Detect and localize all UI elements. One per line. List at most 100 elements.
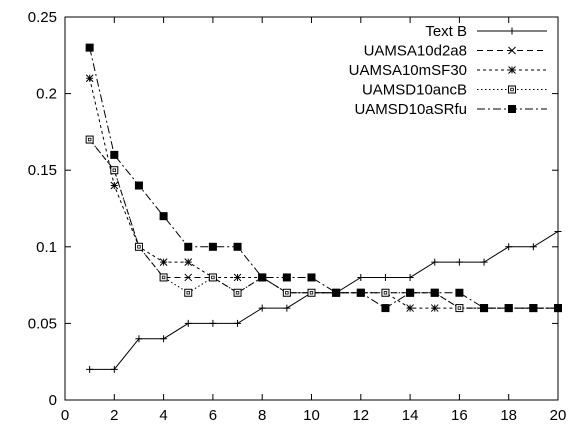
- open-square-marker: [134, 242, 143, 251]
- open-square-marker: [282, 288, 291, 297]
- series-line: [89, 231, 559, 370]
- legend-label: UAMSD10ancB: [362, 82, 467, 99]
- x-tick-label: 12: [352, 407, 369, 424]
- plot-frame: [64, 16, 559, 401]
- filled-square-marker: [480, 304, 489, 313]
- legend: Text B UAMSA10d2a8 UAMSA10mSF30 UAMSD10ancB…: [349, 23, 547, 118]
- filled-square-marker: [554, 304, 562, 313]
- plus-marker: [209, 319, 217, 327]
- legend-label: UAMSD10aSRfu: [354, 101, 467, 118]
- filled-square-marker: [504, 304, 513, 313]
- legend-label: Text B: [425, 23, 467, 40]
- plus-marker: [283, 304, 291, 312]
- open-square-marker: [233, 288, 242, 297]
- filled-square-marker: [455, 288, 464, 297]
- series-UAMSD10aSRfu: [85, 43, 562, 313]
- filled-square-marker: [282, 273, 291, 282]
- plus-marker: [234, 319, 242, 327]
- cross-marker: [184, 273, 193, 282]
- filled-square-marker: [430, 288, 439, 297]
- legend-item: Text B: [425, 23, 547, 40]
- plus-marker: [160, 335, 168, 343]
- plus-marker: [554, 227, 562, 235]
- plus-marker: [184, 319, 192, 327]
- filled-square-marker: [381, 304, 390, 313]
- x-tick-label: 18: [500, 407, 517, 424]
- x-tick-label: 8: [258, 407, 266, 424]
- x-tick-label: 20: [550, 407, 567, 424]
- axis-ticks: 0 2 4 6 8 10 12 14 16 18 20 0 0.05 0.1 0.15 0.2 0.25: [28, 9, 567, 424]
- filled-square-marker: [508, 105, 516, 113]
- filled-square-marker: [110, 150, 119, 159]
- open-square-marker: [159, 273, 168, 282]
- star-marker: [430, 304, 439, 312]
- filled-square-marker: [529, 304, 538, 313]
- filled-square-marker: [184, 242, 193, 251]
- plus-marker: [505, 243, 513, 251]
- plus-marker: [357, 273, 365, 281]
- y-tick-label: 0.2: [36, 86, 57, 103]
- open-square-marker: [85, 135, 94, 144]
- x-tick-label: 0: [61, 407, 69, 424]
- series-Text B: [86, 227, 562, 373]
- plus-marker: [110, 365, 118, 373]
- plus-marker: [381, 273, 389, 281]
- open-square-marker: [110, 166, 119, 175]
- plus-marker: [480, 258, 488, 266]
- series-line: [89, 139, 558, 309]
- legend-label: UAMSA10mSF30: [349, 62, 467, 79]
- filled-square-marker: [307, 273, 316, 282]
- open-square-marker: [307, 288, 316, 297]
- y-tick-label: 0.15: [28, 162, 57, 179]
- y-tick-label: 0: [49, 392, 57, 409]
- legend-label: UAMSA10d2a8: [364, 43, 467, 60]
- x-tick-label: 2: [110, 407, 118, 424]
- x-tick-label: 16: [451, 407, 468, 424]
- star-marker: [406, 304, 414, 312]
- star-marker: [508, 66, 516, 74]
- star-marker: [184, 258, 193, 266]
- series-UAMSA10mSF30: [85, 74, 562, 312]
- filled-square-marker: [208, 242, 217, 251]
- plus-marker: [406, 273, 414, 281]
- star-marker: [85, 74, 94, 83]
- y-tick-label: 0.25: [28, 9, 57, 26]
- filled-square-marker: [356, 288, 365, 297]
- x-tick-label: 6: [209, 407, 217, 424]
- filled-square-marker: [159, 212, 168, 221]
- plus-marker: [135, 335, 143, 343]
- filled-square-marker: [332, 288, 341, 297]
- open-square-marker: [455, 304, 464, 313]
- legend-item: UAMSA10d2a8: [364, 43, 547, 60]
- y-tick-label: 0.1: [36, 239, 57, 256]
- plus-marker: [508, 27, 516, 35]
- plus-marker: [86, 365, 94, 373]
- x-tick-label: 4: [159, 407, 167, 424]
- plus-marker: [455, 258, 463, 266]
- star-marker: [233, 273, 242, 282]
- legend-item: UAMSA10mSF30: [349, 62, 547, 79]
- x-tick-label: 14: [402, 407, 419, 424]
- star-marker: [159, 258, 168, 266]
- open-square-marker: [508, 85, 516, 94]
- star-marker: [110, 181, 119, 190]
- legend-item: UAMSD10aSRfu: [354, 101, 547, 118]
- series-line: [89, 47, 558, 309]
- plus-marker: [258, 304, 266, 312]
- filled-square-marker: [85, 43, 94, 52]
- legend-item: UAMSD10ancB: [362, 82, 547, 99]
- open-square-marker: [381, 288, 390, 297]
- filled-square-marker: [406, 288, 415, 297]
- filled-square-marker: [258, 273, 267, 282]
- plus-marker: [431, 258, 439, 266]
- open-square-marker: [208, 273, 217, 282]
- plus-marker: [529, 243, 537, 251]
- x-tick-label: 10: [303, 407, 320, 424]
- series-layer: [85, 43, 562, 373]
- series-line: [89, 139, 558, 309]
- filled-square-marker: [134, 181, 143, 190]
- open-square-marker: [184, 288, 193, 297]
- cross-marker: [508, 46, 516, 55]
